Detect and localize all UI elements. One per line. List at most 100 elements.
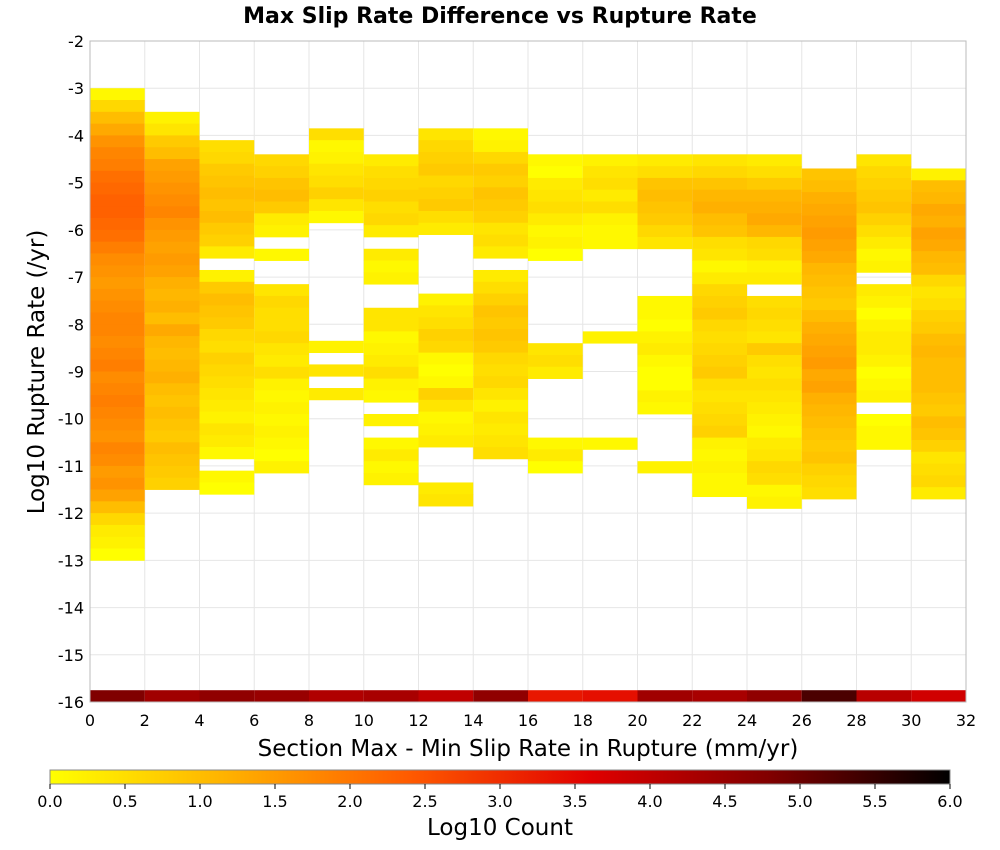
colorbar-label: Log10 Count [427,815,573,841]
heatmap-cell [363,154,419,167]
heatmap-cell [692,213,747,226]
heatmap-cell [199,329,255,342]
heatmap-cell [692,166,747,179]
y-tick-label: -2 [68,32,84,51]
heatmap-cell [582,690,638,702]
heatmap-cell [637,154,693,167]
x-axis-ticks: 0 2 4 6 8 10 12 14 16 18 20 22 24 26 28 30 32 [85,711,976,730]
heatmap-cell [582,437,638,450]
heatmap-cell [856,319,912,332]
heatmap-cell [90,347,145,361]
heatmap-cell [637,461,693,474]
heatmap-cell [637,201,693,214]
heatmap-cell [801,310,857,323]
heatmap-cell [473,293,528,306]
heatmap-cell [144,406,200,420]
heatmap-cell [363,473,419,486]
heatmap-cell [582,154,638,167]
heatmap-cell [418,187,474,200]
heatmap-cell [856,248,912,261]
heatmap-cell [473,210,528,224]
heatmap-cell [254,378,309,391]
heatmap-cell [856,413,912,427]
heatmap-cell [254,225,309,238]
heatmap-cell [254,461,309,474]
heatmap-cell [801,180,857,193]
heatmap-cell [254,354,309,368]
heatmap-cell [801,262,857,276]
heatmap-cell [801,357,857,370]
heatmap-cell [911,463,966,476]
heatmap-cell [309,340,364,354]
heatmap-cell [637,236,693,250]
heatmap-cell [144,147,200,160]
heatmap-cell [637,225,693,238]
heatmap-cell [473,151,528,165]
y-tick-label: -9 [68,363,84,382]
heatmap-cell [747,437,802,450]
heatmap-cell [856,425,912,438]
heatmap-cell [363,390,419,403]
heatmap-cell [692,248,747,261]
heatmap-cell [692,366,747,379]
heatmap-cell [90,218,145,231]
heatmap-cell [90,241,145,254]
heatmap-cell [418,293,474,306]
heatmap-cell [363,272,419,285]
heatmap-cell [144,288,200,302]
heatmap-cell [144,442,200,455]
heatmap-cell [473,222,528,235]
heatmap-cell [144,336,200,349]
heatmap-cell [309,140,364,153]
heatmap-cell [911,192,966,205]
heatmap-cell [747,177,802,191]
heatmap-cell [363,437,419,450]
heatmap-cell [90,253,145,266]
heatmap-cell [473,175,528,188]
heatmap-cell [856,295,912,309]
heatmap-cell [363,343,419,356]
heatmap-cell [144,241,200,254]
heatmap-cell [144,123,200,136]
heatmap-cells [90,88,966,702]
heatmap-cell [692,331,747,344]
heatmap-cell [747,484,802,498]
heatmap-cell [90,395,145,408]
heatmap-cell [528,177,583,191]
heatmap-cell [363,260,419,273]
heatmap-cell [90,513,145,526]
heatmap-cell [528,236,583,250]
heatmap-cell [144,347,200,361]
heatmap-cell [747,272,802,285]
heatmap-cell [144,359,200,372]
colorbar-tick-label: 4.5 [712,792,737,811]
heatmap-cell [801,439,857,453]
heatmap-cell [856,331,912,344]
x-tick-label: 0 [85,711,95,730]
colorbar-tick-label: 0.5 [112,792,137,811]
heatmap-cell [144,312,200,325]
heatmap-cell [144,277,200,290]
heatmap-cell [692,272,747,285]
heatmap-cell [144,300,200,313]
heatmap-cell [418,423,474,436]
heatmap-cell [801,380,857,394]
heatmap-cell [637,177,693,191]
heatmap-cell [747,496,802,509]
heatmap-cell [363,354,419,368]
heatmap-cell [363,331,419,344]
x-tick-label: 24 [737,711,757,730]
heatmap-cell [747,201,802,214]
x-tick-label: 16 [518,711,538,730]
heatmap-cell [856,166,912,179]
heatmap-cell [254,390,309,403]
heatmap-cell [418,222,474,235]
heatmap-cell [199,246,255,259]
y-tick-label: -10 [58,410,84,429]
heatmap-cell [418,690,474,702]
heatmap-cell [199,447,255,460]
colorbar-tick-label: 6.0 [937,792,962,811]
heatmap-cell [90,300,145,313]
heatmap-cell [801,274,857,287]
heatmap-cell [747,248,802,261]
